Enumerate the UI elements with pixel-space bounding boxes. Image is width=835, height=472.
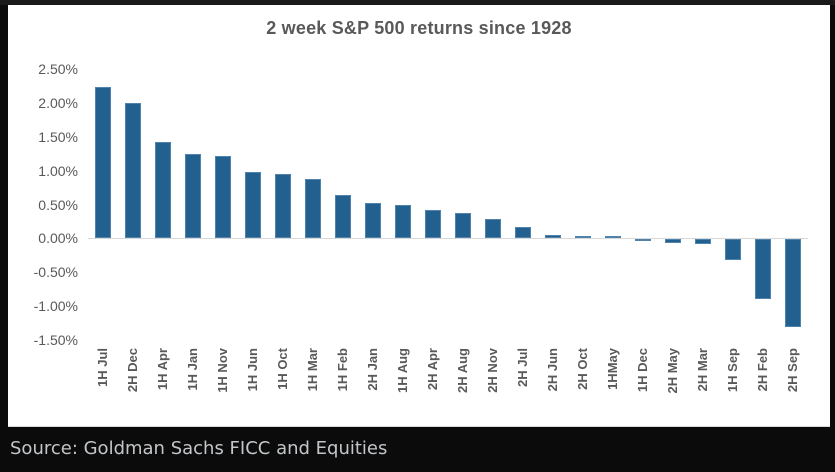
x-tick-label: 2H Mar — [695, 348, 710, 392]
x-tick-label: 2H Jan — [365, 348, 380, 391]
bar-1h-oct — [275, 174, 291, 239]
x-tick-label: 2H Jun — [545, 348, 560, 392]
bar-2h-dec — [125, 102, 141, 239]
zero-axis-line — [88, 238, 808, 240]
y-tick-label: 0.00% — [38, 230, 78, 247]
x-tick-label: 1H Sep — [725, 348, 740, 393]
bar-2h-jul — [515, 226, 531, 239]
bar-1h-jul — [95, 86, 111, 239]
bar-1h-feb — [335, 195, 351, 239]
chart-title: 2 week S&P 500 returns since 1928 — [266, 18, 572, 38]
x-tick-label: 2H Feb — [755, 348, 770, 392]
y-tick-label: 2.00% — [38, 94, 78, 111]
bar-2h-nov — [485, 219, 501, 239]
x-tick-label: 2H Oct — [575, 348, 590, 390]
x-tick-label: 1H Aug — [395, 348, 410, 394]
x-tick-label: 2H May — [665, 348, 680, 394]
bar-2h-mar — [695, 239, 711, 245]
x-tick-label: 1H Apr — [155, 348, 170, 391]
bar-2h-jan — [365, 203, 381, 239]
y-tick-label: -1.50% — [33, 332, 78, 348]
y-tick-label: -1.00% — [33, 298, 78, 315]
x-tick-label: 2H Dec — [125, 348, 140, 393]
x-tick-label: 2H Jul — [515, 348, 530, 388]
bar-2h-jun — [545, 234, 561, 239]
bar-1h-jun — [245, 171, 261, 239]
y-tick-label: 0.50% — [38, 196, 78, 213]
chart-panel: 2 week S&P 500 returns since 1928 2.50% 2… — [8, 5, 830, 427]
bar-1h-nov — [215, 156, 231, 239]
bar-1h-mar — [305, 179, 321, 239]
bar-2h-aug — [455, 213, 471, 239]
x-tick-label: 1H Jan — [185, 348, 200, 391]
bar-2h-apr — [425, 209, 441, 239]
x-tick-label: 1HMay — [605, 348, 620, 390]
x-tick-label: 2H Apr — [425, 348, 440, 391]
x-tick-label: 1H Oct — [275, 348, 290, 390]
x-tick-label: 2H Nov — [485, 348, 500, 393]
x-tick-label: 2H Aug — [455, 348, 470, 394]
x-tick-label: 1H Feb — [335, 348, 350, 392]
bar-2h-sep — [785, 239, 801, 328]
bar-2h-may — [665, 239, 681, 243]
y-tick-label: -0.50% — [33, 264, 78, 281]
x-tick-label: 2H Sep — [785, 348, 800, 393]
x-tick-label: 1H Mar — [305, 348, 320, 392]
x-tick-label: 1H Jul — [95, 348, 110, 388]
bar-1h-jan — [185, 154, 201, 239]
bar-1h-aug — [395, 205, 411, 239]
x-tick-label: 1H Dec — [635, 348, 650, 393]
bar-1h-apr — [155, 142, 171, 239]
source-caption: Source: Goldman Sachs FICC and Equities — [10, 438, 388, 459]
x-tick-label: 1H Nov — [215, 348, 230, 393]
bar-2h-feb — [755, 239, 771, 299]
bar-1hmay — [605, 236, 621, 239]
x-tick-label: 1H Jun — [245, 348, 260, 392]
bar-1h-dec — [635, 239, 651, 242]
bar-1h-sep — [725, 239, 741, 261]
y-tick-label: 2.50% — [38, 61, 78, 77]
y-tick-label: 1.50% — [38, 128, 78, 145]
y-tick-label: 1.00% — [38, 162, 78, 179]
top-strip — [0, 0, 835, 5]
bar-2h-oct — [575, 236, 591, 239]
